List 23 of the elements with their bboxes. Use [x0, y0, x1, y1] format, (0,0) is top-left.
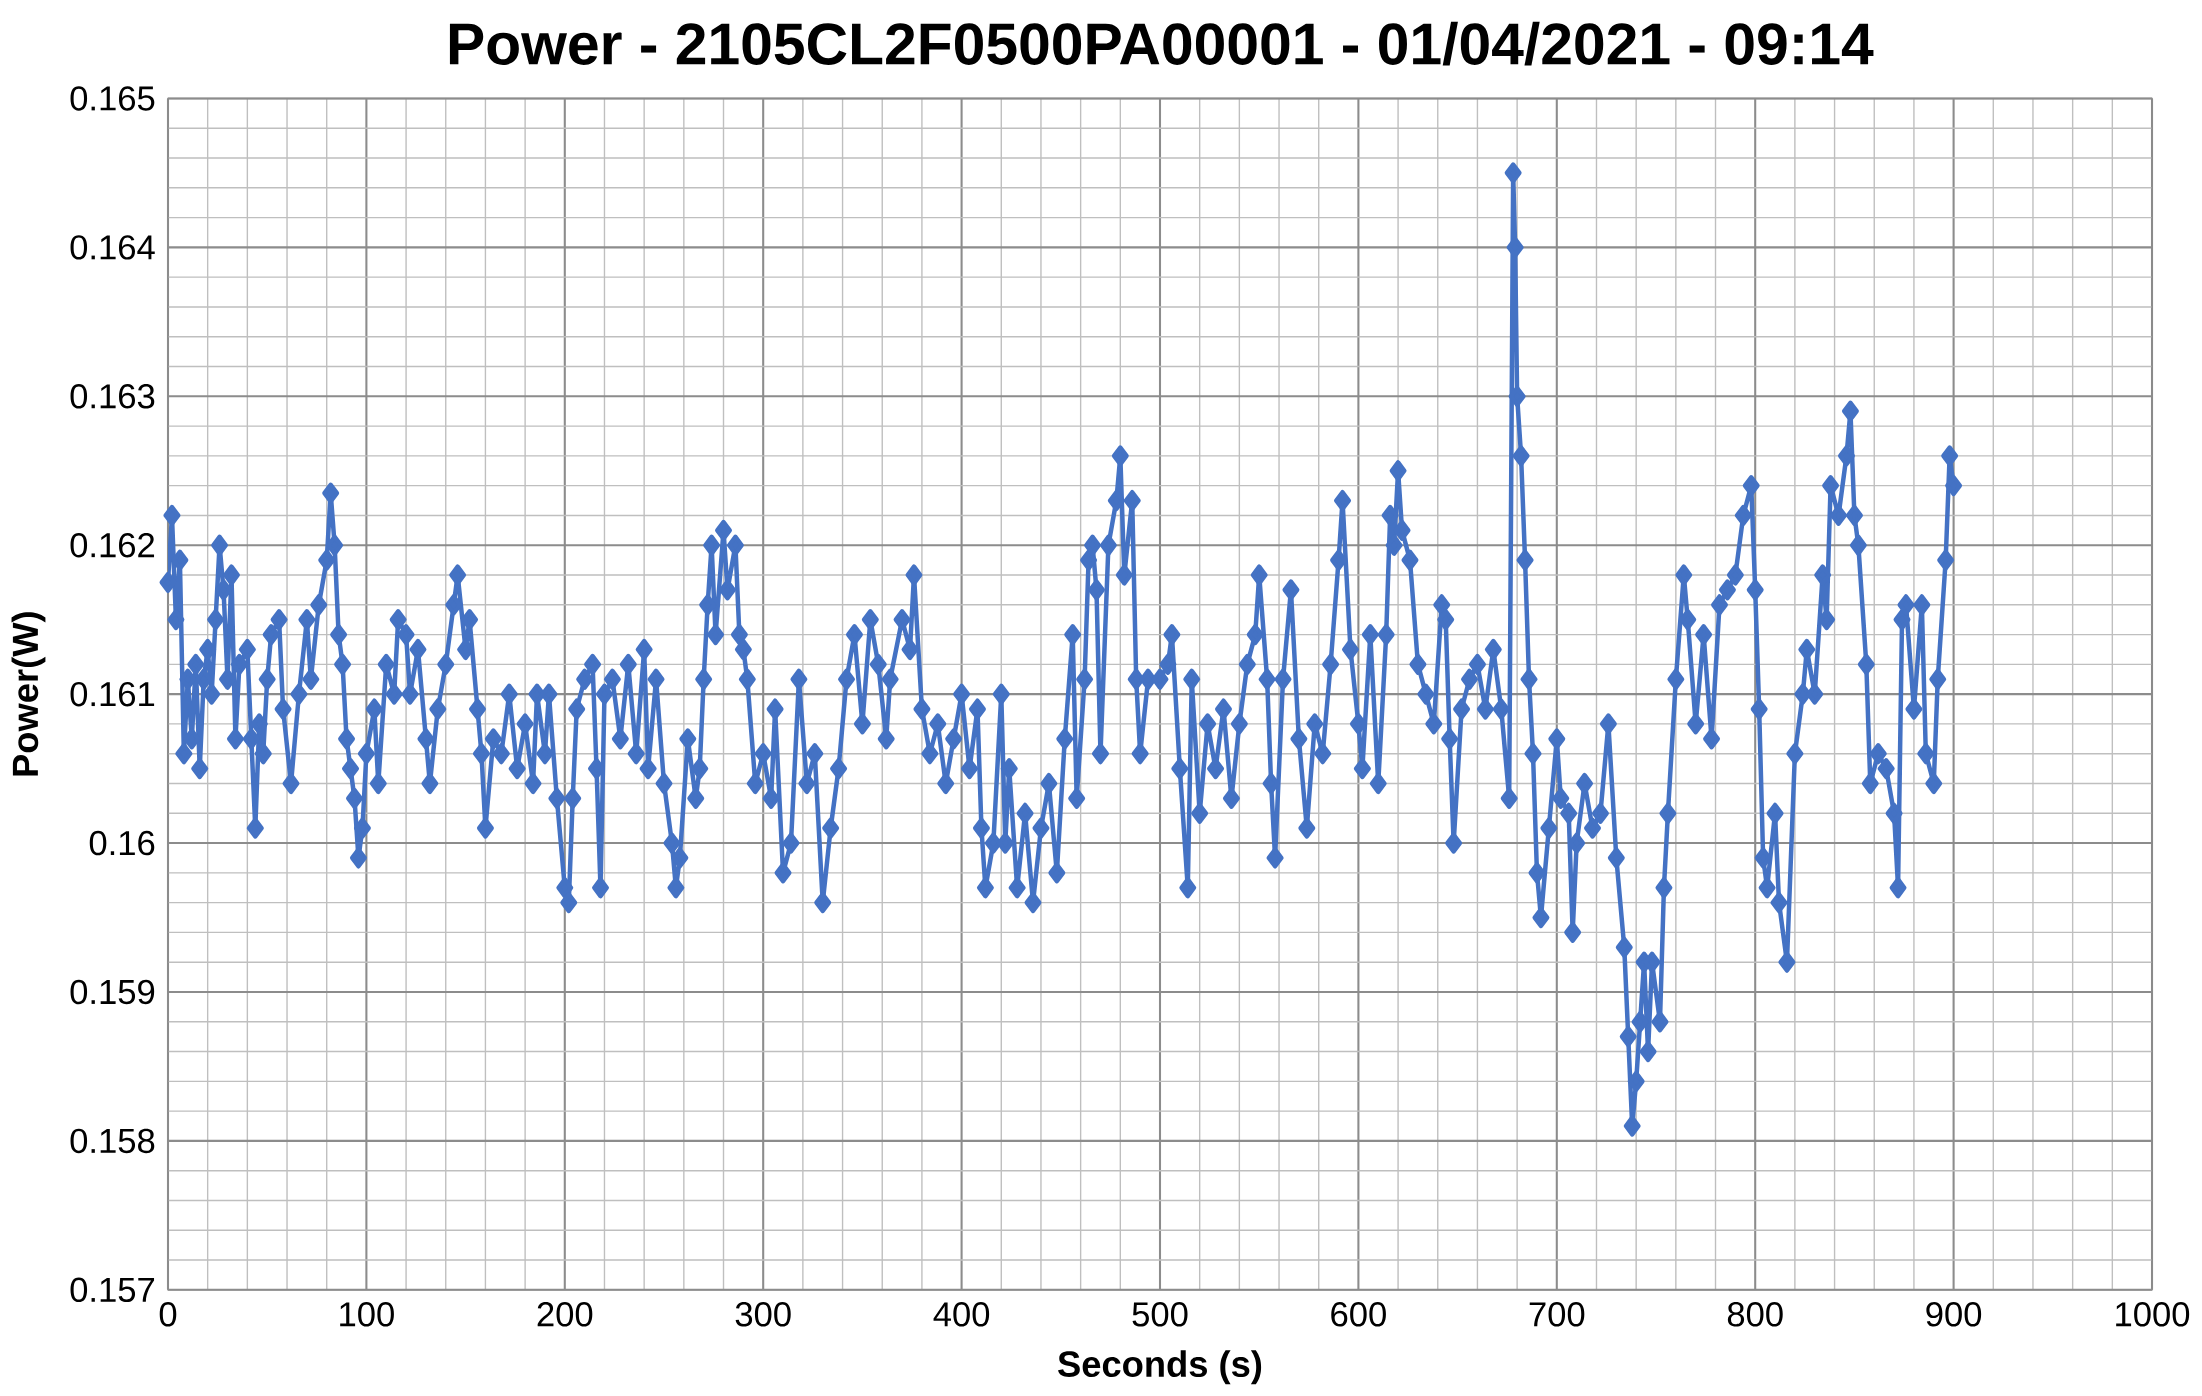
y-tick-label: 0.16	[89, 830, 155, 856]
x-tick-label: 200	[537, 1301, 593, 1327]
y-tick-label: 0.161	[70, 681, 155, 707]
x-tick-label: 300	[735, 1301, 791, 1327]
y-tick-label: 0.163	[70, 383, 155, 409]
y-tick-label: 0.164	[70, 235, 155, 260]
x-tick-label: 1000	[2116, 1301, 2190, 1327]
x-tick-label: 400	[933, 1301, 990, 1327]
y-tick-label: 0.158	[70, 1128, 155, 1154]
y-tick-label: 0.157	[70, 1277, 155, 1302]
y-tick-label: 0.159	[70, 979, 155, 1005]
x-tick-label: 0	[159, 1301, 177, 1327]
x-axis-title: Seconds (s)	[1058, 1350, 1262, 1385]
x-tick-label: 900	[1926, 1301, 1982, 1327]
x-tick-label: 500	[1132, 1301, 1188, 1327]
x-tick-label: 600	[1331, 1301, 1386, 1327]
y-tick-label: 0.165	[70, 86, 155, 111]
chart-title: Power - 2105CL2F0500PA00001 - 01/04/2021 - 09:14	[449, 21, 1874, 66]
y-tick-label: 0.162	[70, 532, 155, 558]
x-tick-label: 700	[1529, 1301, 1585, 1327]
y-axis-title: Power(W)	[11, 612, 46, 776]
x-tick-label: 100	[340, 1301, 394, 1327]
x-tick-label: 800	[1727, 1301, 1783, 1327]
